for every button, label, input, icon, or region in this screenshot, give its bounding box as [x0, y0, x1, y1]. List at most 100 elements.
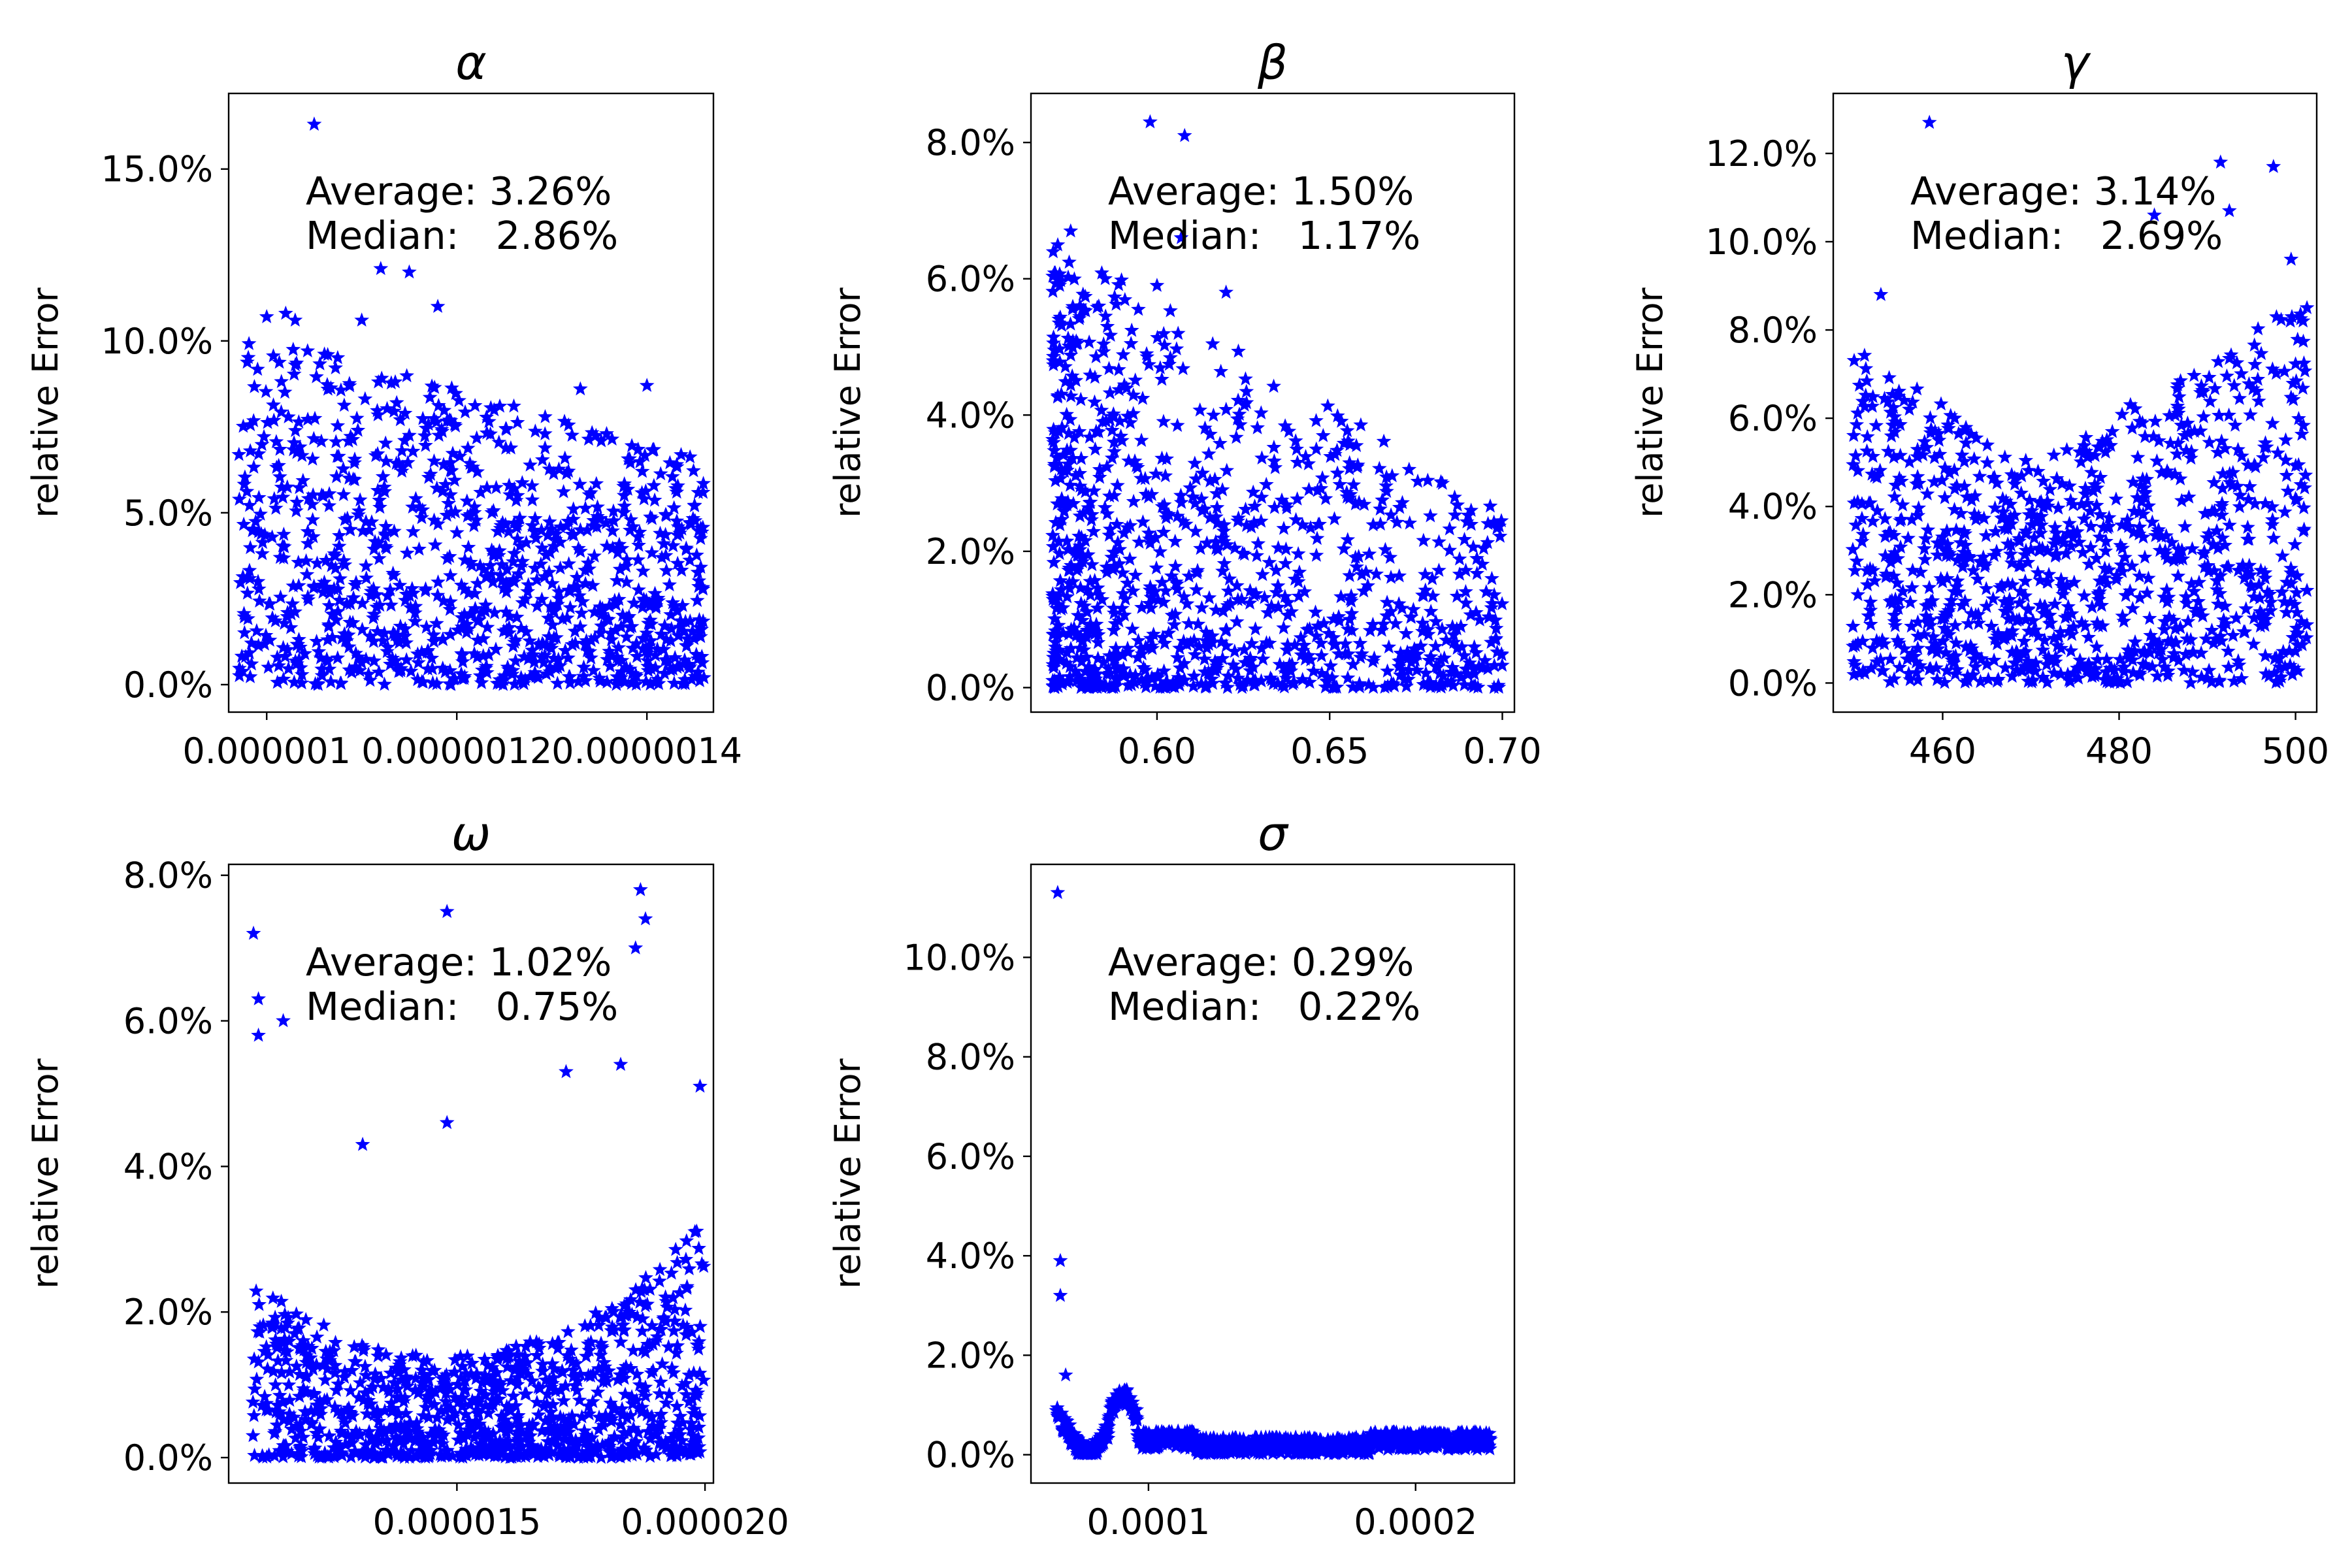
data-point: [402, 264, 417, 279]
x-tick-label: 0.65: [1290, 730, 1369, 772]
y-tick-label: 2.0%: [926, 531, 1015, 572]
average-annotation: Average: 3.26%: [306, 169, 612, 214]
median-annotation: Median: 2.86%: [306, 213, 618, 258]
y-tick-label: 8.0%: [926, 1037, 1015, 1078]
average-annotation: Average: 1.02%: [306, 939, 612, 985]
median-annotation: Median: 2.69%: [1910, 213, 2223, 258]
data-point: [2266, 159, 2281, 173]
data-point: [373, 261, 389, 275]
data-point: [1173, 230, 1189, 244]
y-tick-label: 10.0%: [903, 937, 1015, 978]
x-tick-label: 0.000015: [373, 1501, 542, 1543]
y-tick-label: 4.0%: [926, 1235, 1015, 1277]
data-point: [696, 670, 711, 685]
subplot-title: ω: [451, 806, 491, 861]
data-point: [687, 498, 702, 512]
y-tick-label: 10.0%: [1705, 221, 1818, 263]
y-tick-label: 2.0%: [123, 1292, 213, 1333]
data-point: [246, 925, 261, 940]
y-tick-label: 0.0%: [926, 667, 1015, 708]
data-point: [1149, 278, 1165, 292]
data-point: [2221, 203, 2237, 218]
data-point: [1063, 223, 1079, 238]
y-tick-label: 4.0%: [1728, 486, 1818, 527]
plot-frame: [227, 92, 715, 713]
data-point: [628, 940, 644, 955]
scatter-points: [245, 882, 711, 1464]
y-axis-label: relative Error: [25, 287, 66, 517]
data-point: [355, 1136, 370, 1151]
subplot-title: β: [1257, 35, 1288, 90]
data-point: [638, 911, 653, 926]
y-axis-label: relative Error: [827, 1058, 868, 1288]
data-point: [251, 991, 266, 1005]
data-point: [1873, 287, 1889, 301]
y-tick-label: 10.0%: [101, 321, 213, 362]
y-tick-label: 4.0%: [123, 1146, 213, 1187]
y-tick-label: 2.0%: [1728, 574, 1818, 615]
marker-cloud: [245, 1223, 711, 1464]
data-point: [439, 904, 455, 919]
y-axis-label: relative Error: [1629, 287, 1671, 517]
data-point: [1921, 114, 1937, 129]
marker-cloud: [1045, 237, 1510, 694]
y-tick-label: 0.0%: [123, 664, 213, 706]
y-tick-label: 6.0%: [1728, 398, 1818, 439]
y-tick-label: 15.0%: [101, 149, 213, 190]
x-tick-label: 0.0002: [1354, 1501, 1477, 1543]
data-point: [1053, 1288, 1068, 1302]
data-point: [259, 309, 274, 323]
y-axis-label: relative Error: [25, 1058, 66, 1288]
y-tick-label: 0.0%: [926, 1435, 1015, 1476]
plot-frame: [227, 863, 715, 1484]
average-annotation: Average: 1.50%: [1108, 169, 1414, 214]
y-tick-label: 6.0%: [926, 1136, 1015, 1177]
data-point: [2200, 670, 2215, 685]
data-point: [2283, 252, 2299, 266]
data-point: [1114, 1387, 1130, 1401]
median-annotation: Median: 0.75%: [306, 984, 618, 1029]
y-tick-label: 8.0%: [1728, 310, 1818, 351]
x-tick-label: 0.70: [1463, 730, 1541, 772]
scatter-points: [1045, 114, 1510, 694]
plot-frame: [1832, 92, 2318, 713]
data-point: [1053, 1252, 1068, 1267]
x-tick-label: 480: [2085, 730, 2153, 772]
data-point: [1142, 114, 1158, 129]
subplot-5: 0.0% 2.0% 4.0% 6.0% 8.0% 10.0% 0.0001 0.0002 σ re…: [827, 806, 1516, 1543]
data-point: [430, 299, 446, 313]
data-point: [1098, 270, 1113, 286]
marker-cloud: [1845, 300, 2315, 689]
data-point: [639, 378, 655, 392]
y-tick-label: 2.0%: [926, 1335, 1015, 1376]
plot-frame: [1030, 92, 1516, 713]
data-point: [559, 1064, 574, 1079]
data-point: [1218, 284, 1234, 299]
x-tick-label: 0.60: [1118, 730, 1196, 772]
data-point: [1401, 461, 1417, 476]
data-point: [632, 882, 648, 896]
data-point: [1177, 127, 1192, 142]
data-point: [693, 1078, 708, 1093]
y-tick-label: 8.0%: [926, 122, 1015, 163]
data-point: [506, 398, 521, 413]
average-annotation: Average: 3.14%: [1910, 169, 2216, 214]
subplot-2: 0.0% 2.0% 4.0% 6.0% 8.0% 0.60 0.65 0.70 β relativ…: [827, 35, 1542, 772]
data-point: [306, 116, 322, 131]
y-tick-label: 4.0%: [926, 395, 1015, 436]
marker-cloud: [231, 336, 711, 691]
data-point: [572, 381, 588, 396]
scatter-points: [231, 116, 711, 691]
y-tick-label: 6.0%: [123, 1001, 213, 1042]
plot-frame: [1030, 863, 1516, 1484]
scatter-points: [1049, 885, 1498, 1460]
x-tick-label: 0.000020: [621, 1501, 789, 1543]
subplot-title: α: [455, 35, 486, 90]
data-point: [354, 312, 370, 327]
x-tick-label: 0.0000014: [551, 730, 742, 772]
x-tick-label: 0.000001: [182, 730, 351, 772]
y-tick-label: 8.0%: [123, 855, 213, 896]
data-point: [613, 1056, 629, 1071]
data-point: [1058, 1367, 1073, 1382]
